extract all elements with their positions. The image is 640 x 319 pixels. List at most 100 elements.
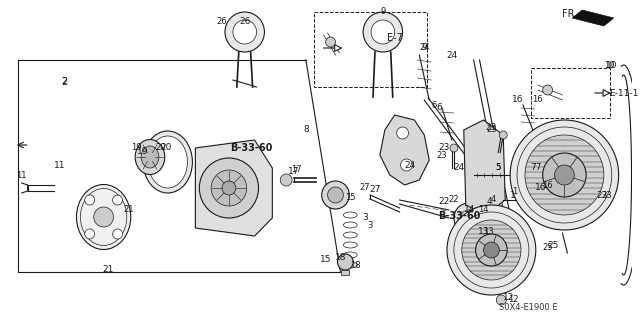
Circle shape bbox=[544, 164, 552, 172]
Circle shape bbox=[199, 158, 259, 218]
Text: 22: 22 bbox=[449, 196, 459, 204]
Circle shape bbox=[461, 210, 477, 226]
Circle shape bbox=[464, 230, 483, 250]
Text: 15: 15 bbox=[345, 194, 356, 203]
Circle shape bbox=[510, 120, 619, 230]
Text: E-7: E-7 bbox=[387, 33, 403, 43]
Text: 4: 4 bbox=[486, 197, 492, 206]
Circle shape bbox=[497, 295, 506, 305]
Text: 16: 16 bbox=[542, 181, 553, 189]
Circle shape bbox=[113, 229, 122, 239]
Text: 17: 17 bbox=[288, 167, 300, 176]
Ellipse shape bbox=[135, 139, 164, 174]
Circle shape bbox=[337, 254, 353, 270]
Circle shape bbox=[525, 135, 604, 215]
Text: E-11-1: E-11-1 bbox=[609, 88, 638, 98]
Text: 24: 24 bbox=[446, 50, 458, 60]
Text: 21: 21 bbox=[103, 265, 114, 275]
Text: 25: 25 bbox=[542, 243, 553, 253]
Text: 8: 8 bbox=[303, 125, 308, 135]
Text: 16: 16 bbox=[535, 183, 547, 192]
Text: 6: 6 bbox=[436, 102, 442, 112]
Text: 22: 22 bbox=[438, 197, 450, 206]
Text: 6: 6 bbox=[431, 100, 437, 109]
Bar bbox=[531, 68, 610, 118]
Circle shape bbox=[447, 205, 536, 295]
Circle shape bbox=[113, 195, 122, 205]
Circle shape bbox=[328, 187, 344, 203]
Text: 26: 26 bbox=[217, 18, 227, 26]
Text: 27: 27 bbox=[360, 182, 371, 191]
Text: 18: 18 bbox=[335, 254, 346, 263]
Circle shape bbox=[454, 203, 483, 233]
Circle shape bbox=[84, 195, 95, 205]
Text: 16: 16 bbox=[512, 95, 524, 105]
Circle shape bbox=[363, 12, 403, 52]
Polygon shape bbox=[380, 115, 429, 185]
Ellipse shape bbox=[148, 136, 188, 188]
Ellipse shape bbox=[143, 131, 193, 193]
Text: 23: 23 bbox=[596, 191, 607, 201]
Text: 10: 10 bbox=[606, 61, 618, 70]
Circle shape bbox=[211, 170, 246, 206]
Text: 18: 18 bbox=[350, 261, 360, 270]
Circle shape bbox=[326, 37, 335, 47]
Polygon shape bbox=[195, 140, 273, 236]
Text: 24: 24 bbox=[404, 160, 415, 169]
Text: 23: 23 bbox=[436, 151, 447, 160]
Text: 23: 23 bbox=[486, 123, 497, 132]
Text: 9: 9 bbox=[421, 43, 427, 53]
Text: 19: 19 bbox=[138, 147, 149, 157]
Bar bbox=[341, 270, 349, 275]
Ellipse shape bbox=[540, 145, 570, 205]
Text: 14: 14 bbox=[478, 205, 489, 214]
Text: 26: 26 bbox=[239, 18, 250, 26]
Text: 25: 25 bbox=[547, 241, 558, 250]
Circle shape bbox=[222, 181, 236, 195]
Text: 12: 12 bbox=[508, 295, 518, 305]
Text: 2: 2 bbox=[61, 78, 67, 86]
Text: 1: 1 bbox=[510, 191, 516, 201]
Text: 19: 19 bbox=[131, 144, 141, 152]
Circle shape bbox=[543, 153, 586, 197]
Circle shape bbox=[401, 159, 412, 171]
Polygon shape bbox=[572, 10, 614, 26]
Text: 24: 24 bbox=[419, 43, 429, 53]
Text: 3: 3 bbox=[367, 220, 372, 229]
Text: 13: 13 bbox=[477, 227, 489, 236]
Text: FR.: FR. bbox=[562, 9, 577, 19]
Text: 9: 9 bbox=[380, 8, 385, 17]
Circle shape bbox=[84, 229, 95, 239]
Text: 11: 11 bbox=[54, 160, 65, 169]
Circle shape bbox=[225, 12, 264, 52]
Text: 17: 17 bbox=[291, 166, 301, 174]
Text: 23: 23 bbox=[486, 125, 497, 135]
Circle shape bbox=[233, 20, 257, 44]
Text: 5: 5 bbox=[495, 164, 501, 173]
Text: 15: 15 bbox=[320, 256, 332, 264]
Text: 5: 5 bbox=[495, 164, 501, 173]
Text: B-33-60: B-33-60 bbox=[438, 211, 480, 221]
Circle shape bbox=[322, 181, 349, 209]
Text: 27: 27 bbox=[369, 186, 381, 195]
Text: 14: 14 bbox=[464, 205, 476, 214]
Text: 4: 4 bbox=[491, 196, 496, 204]
Text: 23: 23 bbox=[438, 144, 450, 152]
Text: 7: 7 bbox=[530, 164, 536, 173]
Text: 12: 12 bbox=[502, 293, 514, 302]
Text: 10: 10 bbox=[605, 61, 615, 70]
Circle shape bbox=[462, 220, 521, 280]
Circle shape bbox=[476, 234, 507, 266]
Text: 3: 3 bbox=[362, 213, 368, 222]
Polygon shape bbox=[464, 120, 505, 215]
Text: 16: 16 bbox=[532, 95, 543, 105]
Text: 7: 7 bbox=[535, 164, 540, 173]
Text: 2: 2 bbox=[61, 77, 67, 87]
Circle shape bbox=[450, 144, 458, 152]
Text: 20: 20 bbox=[156, 144, 166, 152]
Circle shape bbox=[93, 207, 113, 227]
Text: 21: 21 bbox=[123, 205, 134, 214]
Circle shape bbox=[456, 222, 492, 258]
Bar bbox=[314, 12, 428, 87]
Text: 11: 11 bbox=[17, 170, 27, 180]
